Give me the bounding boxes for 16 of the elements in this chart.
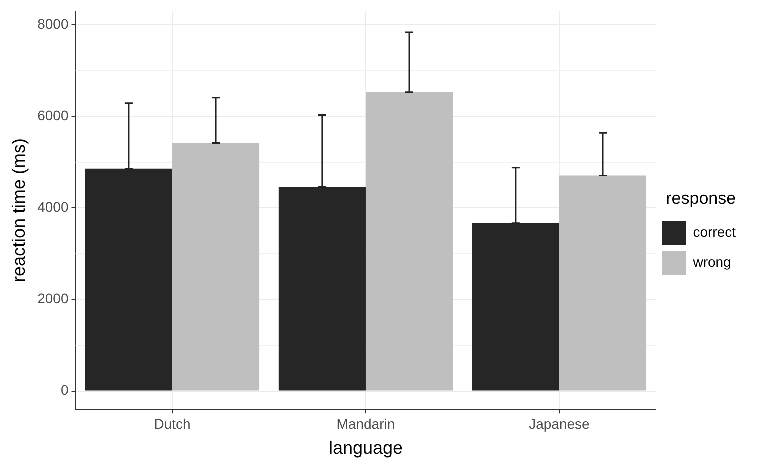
y-tick-label: 4000 bbox=[38, 199, 69, 216]
x-tick-label: Japanese bbox=[529, 416, 590, 432]
legend-title: response bbox=[666, 188, 736, 208]
bar bbox=[172, 143, 260, 391]
x-tick-label: Dutch bbox=[154, 416, 191, 432]
bar bbox=[559, 176, 647, 391]
bar bbox=[366, 92, 454, 391]
y-tick-label: 6000 bbox=[38, 108, 69, 124]
x-tick-label: Mandarin bbox=[336, 416, 396, 432]
legend-label: wrong bbox=[692, 254, 732, 270]
y-tick-label: 0 bbox=[60, 382, 69, 398]
x-axis-title: language bbox=[328, 438, 404, 458]
y-tick-label: 2000 bbox=[38, 290, 69, 307]
y-tick-label: 8000 bbox=[38, 16, 69, 32]
legend-label: correct bbox=[693, 224, 736, 240]
y-axis-title: reaction time (ms) bbox=[8, 138, 29, 283]
